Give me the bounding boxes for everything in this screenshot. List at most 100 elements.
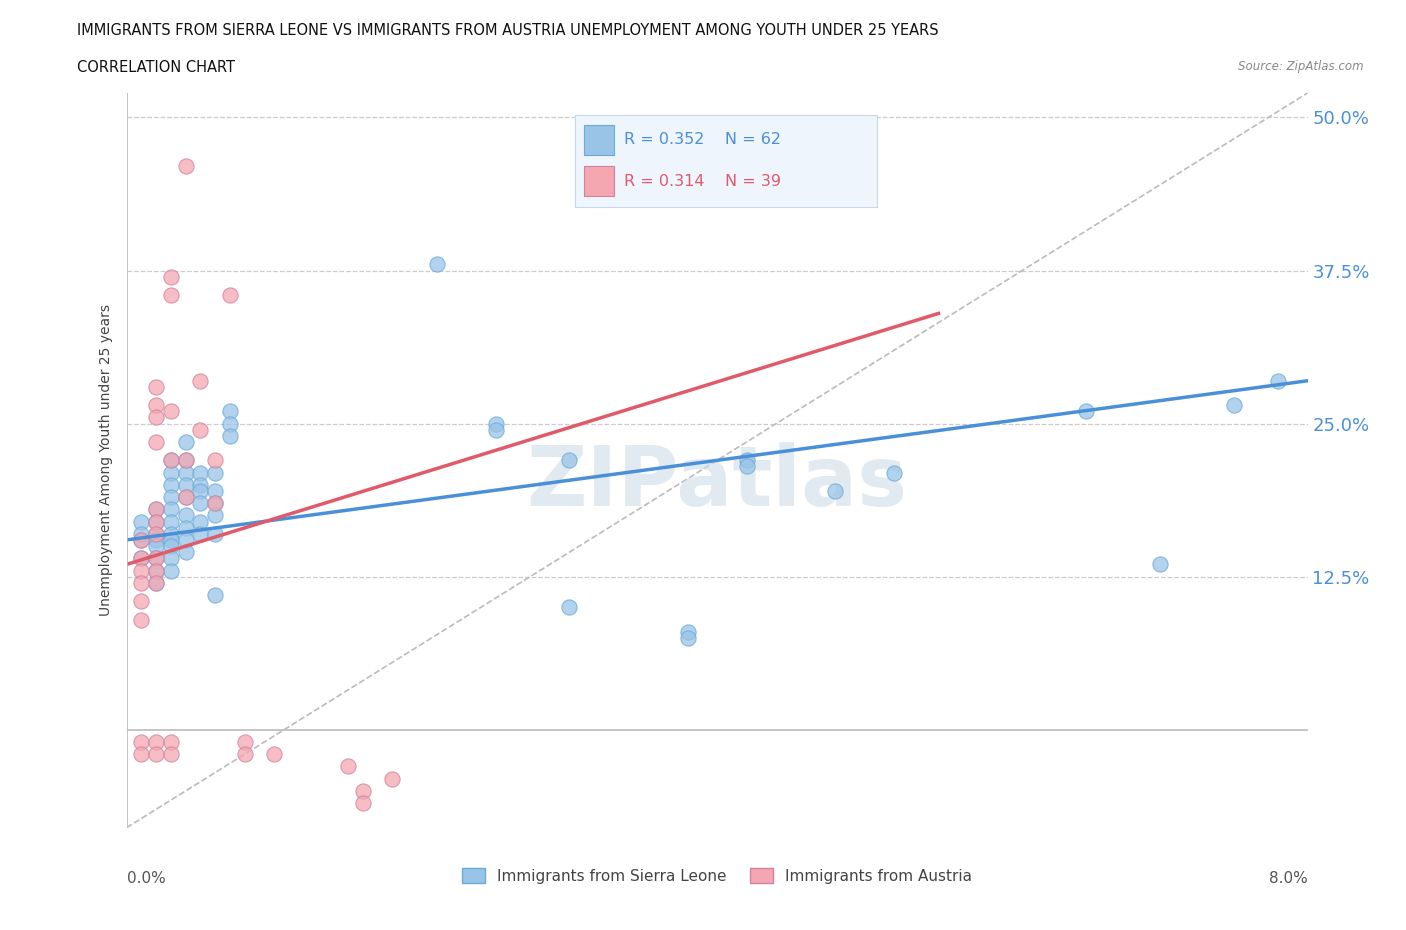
Text: CORRELATION CHART: CORRELATION CHART [77, 60, 235, 75]
Point [145, 576, 167, 591]
Point [174, 545, 197, 560]
Point [188, 484, 212, 498]
Point [204, 465, 226, 480]
Point [1223, 398, 1246, 413]
Point [145, 514, 167, 529]
Point [352, 783, 374, 798]
Point [160, 735, 183, 750]
Point [160, 538, 183, 553]
Point [381, 771, 404, 786]
Point [174, 453, 197, 468]
Point [129, 564, 153, 578]
Point [174, 508, 197, 523]
Point [129, 593, 153, 608]
Point [204, 496, 226, 511]
Point [145, 551, 167, 565]
Point [337, 759, 360, 774]
Text: Source: ZipAtlas.com: Source: ZipAtlas.com [1239, 60, 1364, 73]
Y-axis label: Unemployment Among Youth under 25 years: Unemployment Among Youth under 25 years [100, 304, 114, 617]
Point [129, 612, 153, 627]
Point [145, 526, 167, 541]
Point [188, 526, 212, 541]
Point [824, 484, 846, 498]
Point [174, 465, 197, 480]
Point [129, 576, 153, 591]
Point [145, 735, 167, 750]
Point [145, 514, 167, 529]
Point [735, 453, 758, 468]
Point [145, 576, 167, 591]
Point [160, 404, 183, 418]
Point [160, 551, 183, 565]
Point [676, 624, 699, 639]
Point [352, 796, 374, 811]
Point [188, 465, 212, 480]
Point [219, 287, 242, 302]
Point [160, 514, 183, 529]
Point [204, 588, 226, 603]
Point [204, 526, 226, 541]
Point [188, 422, 212, 437]
Point [145, 502, 167, 517]
Point [145, 434, 167, 449]
Point [174, 477, 197, 492]
Point [233, 747, 256, 762]
Point [204, 508, 226, 523]
Point [174, 489, 197, 504]
Point [145, 526, 167, 541]
Point [145, 551, 167, 565]
Point [484, 417, 508, 432]
Point [263, 747, 285, 762]
Point [129, 551, 153, 565]
Point [160, 287, 183, 302]
Text: ZIPatlas: ZIPatlas [527, 442, 907, 523]
Point [145, 538, 167, 553]
Point [129, 735, 153, 750]
Point [145, 533, 167, 548]
Text: 8.0%: 8.0% [1268, 870, 1308, 885]
Point [188, 514, 212, 529]
Point [129, 514, 153, 529]
Point [1149, 557, 1171, 572]
Point [145, 747, 167, 762]
Point [160, 526, 183, 541]
Point [160, 502, 183, 517]
Point [145, 502, 167, 517]
Point [174, 453, 197, 468]
Point [129, 533, 153, 548]
Point [1076, 404, 1098, 418]
Text: IMMIGRANTS FROM SIERRA LEONE VS IMMIGRANTS FROM AUSTRIA UNEMPLOYMENT AMONG YOUTH: IMMIGRANTS FROM SIERRA LEONE VS IMMIGRAN… [77, 23, 939, 38]
Point [160, 564, 183, 578]
Point [188, 496, 212, 511]
Point [219, 404, 242, 418]
Point [676, 631, 699, 645]
Point [145, 398, 167, 413]
Point [160, 747, 183, 762]
Point [735, 459, 758, 474]
Point [558, 600, 581, 615]
Point [219, 429, 242, 444]
Point [129, 551, 153, 565]
Point [129, 747, 153, 762]
Point [484, 422, 508, 437]
Point [145, 379, 167, 394]
Point [160, 489, 183, 504]
Point [426, 257, 449, 272]
Point [174, 520, 197, 535]
Point [160, 453, 183, 468]
Point [129, 526, 153, 541]
Point [1267, 373, 1289, 388]
Point [160, 453, 183, 468]
Point [188, 477, 212, 492]
Point [145, 410, 167, 425]
Point [219, 417, 242, 432]
Point [145, 564, 167, 578]
Point [204, 484, 226, 498]
Point [558, 453, 581, 468]
Point [174, 159, 197, 174]
Point [883, 465, 905, 480]
Point [160, 533, 183, 548]
Point [174, 489, 197, 504]
Point [160, 477, 183, 492]
Point [204, 453, 226, 468]
